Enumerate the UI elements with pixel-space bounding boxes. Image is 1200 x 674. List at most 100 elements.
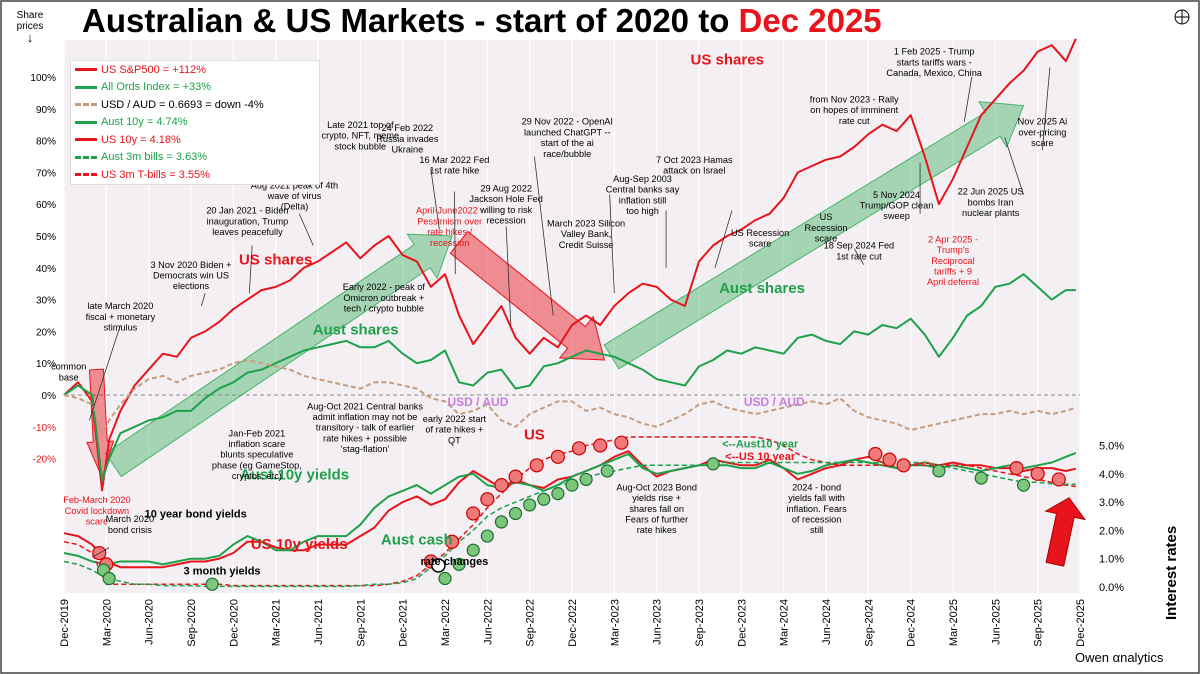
x-tick-label: Dec-2025 (1075, 599, 1087, 647)
aus-rate-change-marker (537, 492, 551, 506)
y-left-tick-label: 0% (42, 391, 57, 402)
annotation: 2024 - bond yields fall with inflation. Fe… (786, 482, 847, 535)
annotation: Nov 2025 Ai over-pricing scare (1018, 117, 1068, 148)
aus-rate-change-marker (974, 471, 988, 485)
us-rate-change-marker (550, 449, 565, 464)
region-label: US 10y yields (251, 536, 348, 553)
annotation: 29 Aug 2022 Jackson Hole Fed willing to ri… (469, 183, 543, 225)
y-right-axis-label: Interest rates (1163, 525, 1180, 620)
series-line-allords (63, 273, 1076, 482)
x-tick-label: Mar-2023 (609, 599, 621, 646)
legend-swatch (75, 103, 97, 107)
y-left-tick-label: 80% (36, 137, 56, 148)
legend-label: Aust 10y = 4.74% (101, 116, 188, 129)
legend: US S&P500 = +112% All Ords Index = +33% US… (70, 60, 320, 185)
annotation: 5 Nov 2024 Trump/GOP clean sweep (860, 190, 934, 221)
region-label: <--US 10 year (725, 451, 796, 463)
x-tick-label: Dec-2019 (59, 599, 71, 647)
x-tick-label: Sep-2020 (186, 599, 198, 647)
legend-item: Aust 10y = 4.74% (71, 114, 319, 132)
trend-arrow (603, 101, 1025, 370)
annotation: Jan-Feb 2021 inflation scare blunts specul… (212, 428, 302, 481)
y-left-tick-label: 50% (36, 232, 56, 243)
chart-title: Australian & US Markets - start of 2020 … (82, 2, 882, 40)
legend-label: USD / AUD = 0.6693 = down -4% (101, 98, 264, 111)
aus-rate-change-marker (932, 464, 946, 478)
annotation: 1 Feb 2025 - Trump starts tariffs wars -C… (886, 47, 982, 78)
annotation: Early 2022 - peak of Omicron outbreak + te… (343, 282, 426, 313)
x-tick-label: Sep-2024 (863, 599, 875, 647)
us-rate-change-marker (593, 438, 608, 453)
x-tick-label: Dec-2020 (228, 599, 240, 647)
x-tick-label: Mar-2020 (101, 599, 113, 646)
aus-rate-change-marker (508, 506, 523, 521)
annotation: March 2023 Silicon Valley Bank, Credit Sui… (547, 218, 625, 249)
us-rate-change-marker (571, 441, 587, 456)
legend-item: USD / AUD = 0.6693 = down -4% (71, 96, 319, 114)
annotation-pointer (430, 169, 440, 230)
annotation-pointer (200, 293, 206, 307)
x-tick-label: Jun-2024 (821, 599, 833, 645)
annotation: 7 Oct 2023 Hamas attack on Israel (656, 155, 733, 176)
x-tick-label: Jun-2023 (652, 599, 664, 645)
series-line-usdaud (63, 359, 1077, 435)
red-up-arrow (1044, 497, 1087, 567)
x-tick-label: Dec-2023 (736, 599, 748, 647)
y-right-tick-label: 0.0% (1099, 582, 1124, 594)
x-tick-label: Jun-2025 (990, 599, 1002, 645)
aus-rate-change-marker (480, 529, 494, 543)
legend-swatch (75, 120, 97, 124)
x-tick-label: Dec-2021 (398, 599, 410, 647)
x-tick-label: Mar-2022 (440, 599, 452, 646)
legend-item: US 10y = 4.18% (71, 131, 319, 149)
annotation-pointer (248, 245, 253, 294)
legend-swatch (75, 155, 97, 159)
aus-rate-change-marker (565, 478, 579, 492)
y-left-axis-label-text: Share prices (16, 10, 44, 32)
region-label: Aust.10y yields (240, 466, 349, 483)
region-label: Aust shares (719, 280, 805, 297)
legend-swatch (75, 85, 97, 89)
us-rate-change-marker (480, 492, 495, 507)
annotation: 2 Apr 2025 -Trump's Reciprocal tariffs + 9… (927, 234, 979, 287)
us-rate-change-marker (1051, 472, 1066, 487)
x-tick-label: Sep-2023 (694, 599, 706, 647)
y-left-tick-label: -20% (33, 455, 56, 466)
y-left-tick-label: 40% (36, 264, 56, 275)
annotation: 16 Mar 2022 Fed 1st rate hike (419, 155, 489, 176)
brand-logo: Owen αnalytics (1075, 650, 1164, 665)
region-label: US shares (691, 51, 764, 68)
us-rate-change-marker (494, 478, 509, 493)
x-tick-label: Sep-2025 (1033, 599, 1045, 647)
us-rate-change-marker (1009, 461, 1024, 476)
down-arrow-icon: ↓ (26, 30, 34, 45)
annotation-pointer (963, 76, 973, 122)
y-right-tick-label: 5.0% (1099, 441, 1124, 453)
trend-arrow (449, 230, 606, 361)
us-rate-change-marker (896, 458, 911, 473)
us-rate-change-marker (508, 469, 523, 484)
region-label: US (524, 427, 545, 444)
legend-swatch (75, 138, 97, 142)
legend-swatch (75, 68, 97, 72)
y-left-tick-label: 60% (36, 200, 56, 211)
us-rate-change-marker (614, 435, 629, 450)
annotation: 24 Feb 2022 Russia invades Ukraine (376, 123, 439, 154)
aus-rate-change-marker (466, 543, 480, 557)
annotation: Aug-Oct 2021 Central banks admit inflatio… (307, 401, 423, 454)
annotation-pointer (609, 194, 615, 294)
y-left-tick-label: 30% (36, 296, 56, 307)
x-tick-label: Jun-2021 (313, 599, 325, 645)
legend-label: US 3m T-bills = 3.55% (101, 168, 210, 181)
annotation: Late 2021 top of crypto, NFT, meme stock b… (322, 120, 400, 151)
aus-rate-change-marker (706, 457, 720, 471)
annotation: 20 Jan 2021 - Biden inauguration, Trump le… (206, 206, 288, 237)
y-right-tick-label: 3.0% (1099, 497, 1124, 509)
x-tick-label: Mar-2021 (271, 599, 283, 646)
y-left-tick-label: -10% (33, 423, 56, 434)
x-tick-label: Mar-2025 (948, 599, 960, 646)
x-tick-label: Sep-2022 (525, 599, 537, 647)
y-right-tick-label: 4.0% (1099, 469, 1124, 481)
title-highlight: Dec 2025 (738, 2, 882, 39)
rate-line-us3m (63, 436, 1076, 587)
